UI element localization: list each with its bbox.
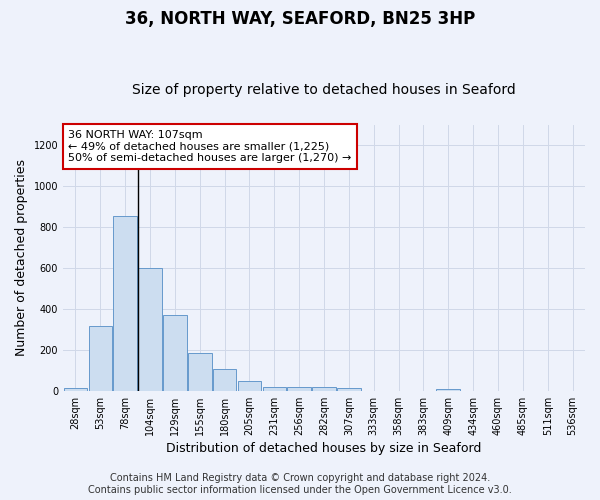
Bar: [163, 315, 187, 391]
Bar: [138, 268, 162, 391]
Bar: [89, 326, 112, 391]
Bar: [263, 386, 286, 391]
X-axis label: Distribution of detached houses by size in Seaford: Distribution of detached houses by size …: [166, 442, 482, 455]
Bar: [113, 216, 137, 391]
Bar: [213, 370, 236, 391]
Bar: [436, 389, 460, 391]
Text: 36, NORTH WAY, SEAFORD, BN25 3HP: 36, NORTH WAY, SEAFORD, BN25 3HP: [125, 10, 475, 28]
Bar: [188, 353, 212, 391]
Text: 36 NORTH WAY: 107sqm
← 49% of detached houses are smaller (1,225)
50% of semi-de: 36 NORTH WAY: 107sqm ← 49% of detached h…: [68, 130, 352, 163]
Bar: [337, 388, 361, 391]
Bar: [312, 388, 336, 391]
Y-axis label: Number of detached properties: Number of detached properties: [15, 159, 28, 356]
Bar: [64, 388, 87, 391]
Bar: [287, 388, 311, 391]
Title: Size of property relative to detached houses in Seaford: Size of property relative to detached ho…: [132, 83, 516, 97]
Text: Contains HM Land Registry data © Crown copyright and database right 2024.
Contai: Contains HM Land Registry data © Crown c…: [88, 474, 512, 495]
Bar: [238, 381, 261, 391]
